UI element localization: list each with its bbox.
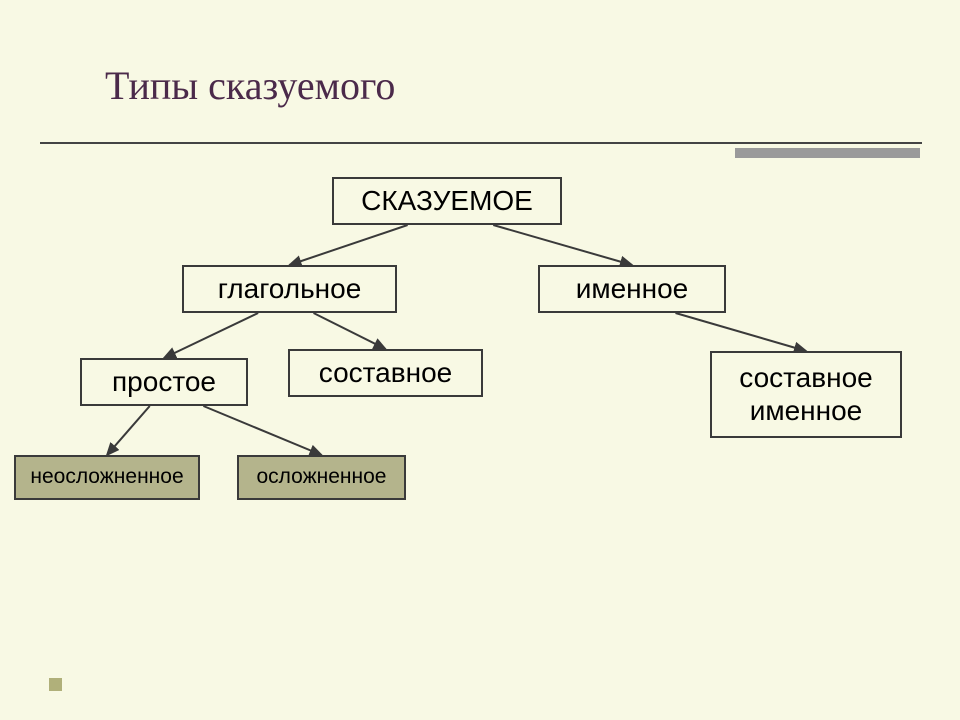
edge-root-nominal — [493, 225, 632, 265]
edge-root-verbal — [290, 225, 408, 265]
edge-simple-uncompl — [107, 406, 150, 455]
node-simple: простое — [80, 358, 248, 406]
edge-verbal-compound — [314, 313, 386, 349]
node-compound: составное — [288, 349, 483, 397]
node-root: СКАЗУЕМОЕ — [332, 177, 562, 225]
node-verbal: глагольное — [182, 265, 397, 313]
node-nominal: именное — [538, 265, 726, 313]
edge-verbal-simple — [164, 313, 258, 358]
slide-title: Типы сказуемого — [105, 62, 395, 109]
footer-bullet — [49, 678, 62, 691]
edge-nominal-compnom — [676, 313, 807, 351]
title-underline-thin — [40, 142, 922, 144]
title-underline-thick — [735, 148, 920, 158]
node-compnom: составное именное — [710, 351, 902, 438]
node-compl: осложненное — [237, 455, 406, 500]
edge-simple-compl — [203, 406, 321, 455]
node-uncompl: неосложненное — [14, 455, 200, 500]
